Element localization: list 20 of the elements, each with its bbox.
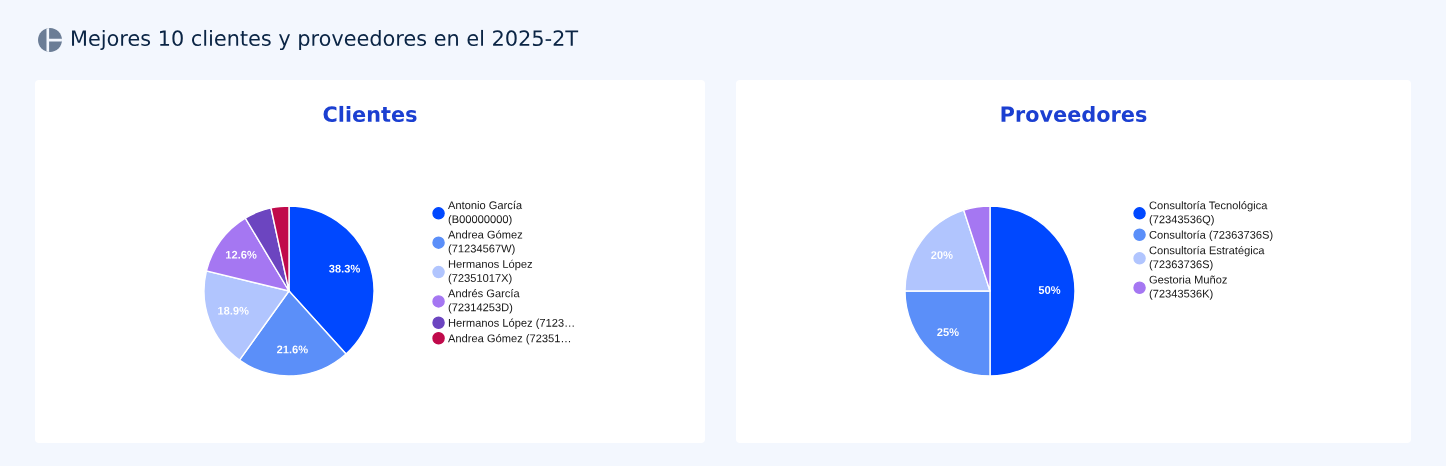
data-label: 18.9% [218, 306, 249, 315]
legend-label: Antonio García (B00000000) [448, 200, 523, 226]
chart-title: Clientes [323, 105, 417, 123]
chart-title: Proveedores [1001, 105, 1147, 123]
data-label: 20% [931, 251, 953, 260]
legend-label: Hermanos López (7123… [448, 318, 574, 329]
text: Mejores 10 clientes y proveedores en el 2025-2T [72, 29, 579, 51]
legend-label: Gestoria Muñoz (72343536K) [1149, 275, 1227, 300]
legend-label: Hermanos López (72351017X) [448, 259, 533, 285]
legend-label: Consultoría (72363736S) [1149, 230, 1273, 241]
legend-label: Consultoría Estratégica (72363736S) [1149, 245, 1265, 271]
data-label: 25% [937, 328, 959, 337]
legend-label: Consultoría Tecnológica (72343536Q) [1149, 201, 1268, 226]
legend-label: Andrea Gómez (71234567W) [448, 230, 523, 255]
data-label: 38.3% [329, 264, 360, 273]
data-label: 21.6% [277, 345, 308, 354]
data-label: 12.6% [226, 250, 257, 259]
legend-label: Andrés García (72314253D) [448, 289, 520, 314]
data-label: 50% [1038, 286, 1061, 294]
legend-label: Andrea Gómez (72351… [448, 333, 571, 345]
